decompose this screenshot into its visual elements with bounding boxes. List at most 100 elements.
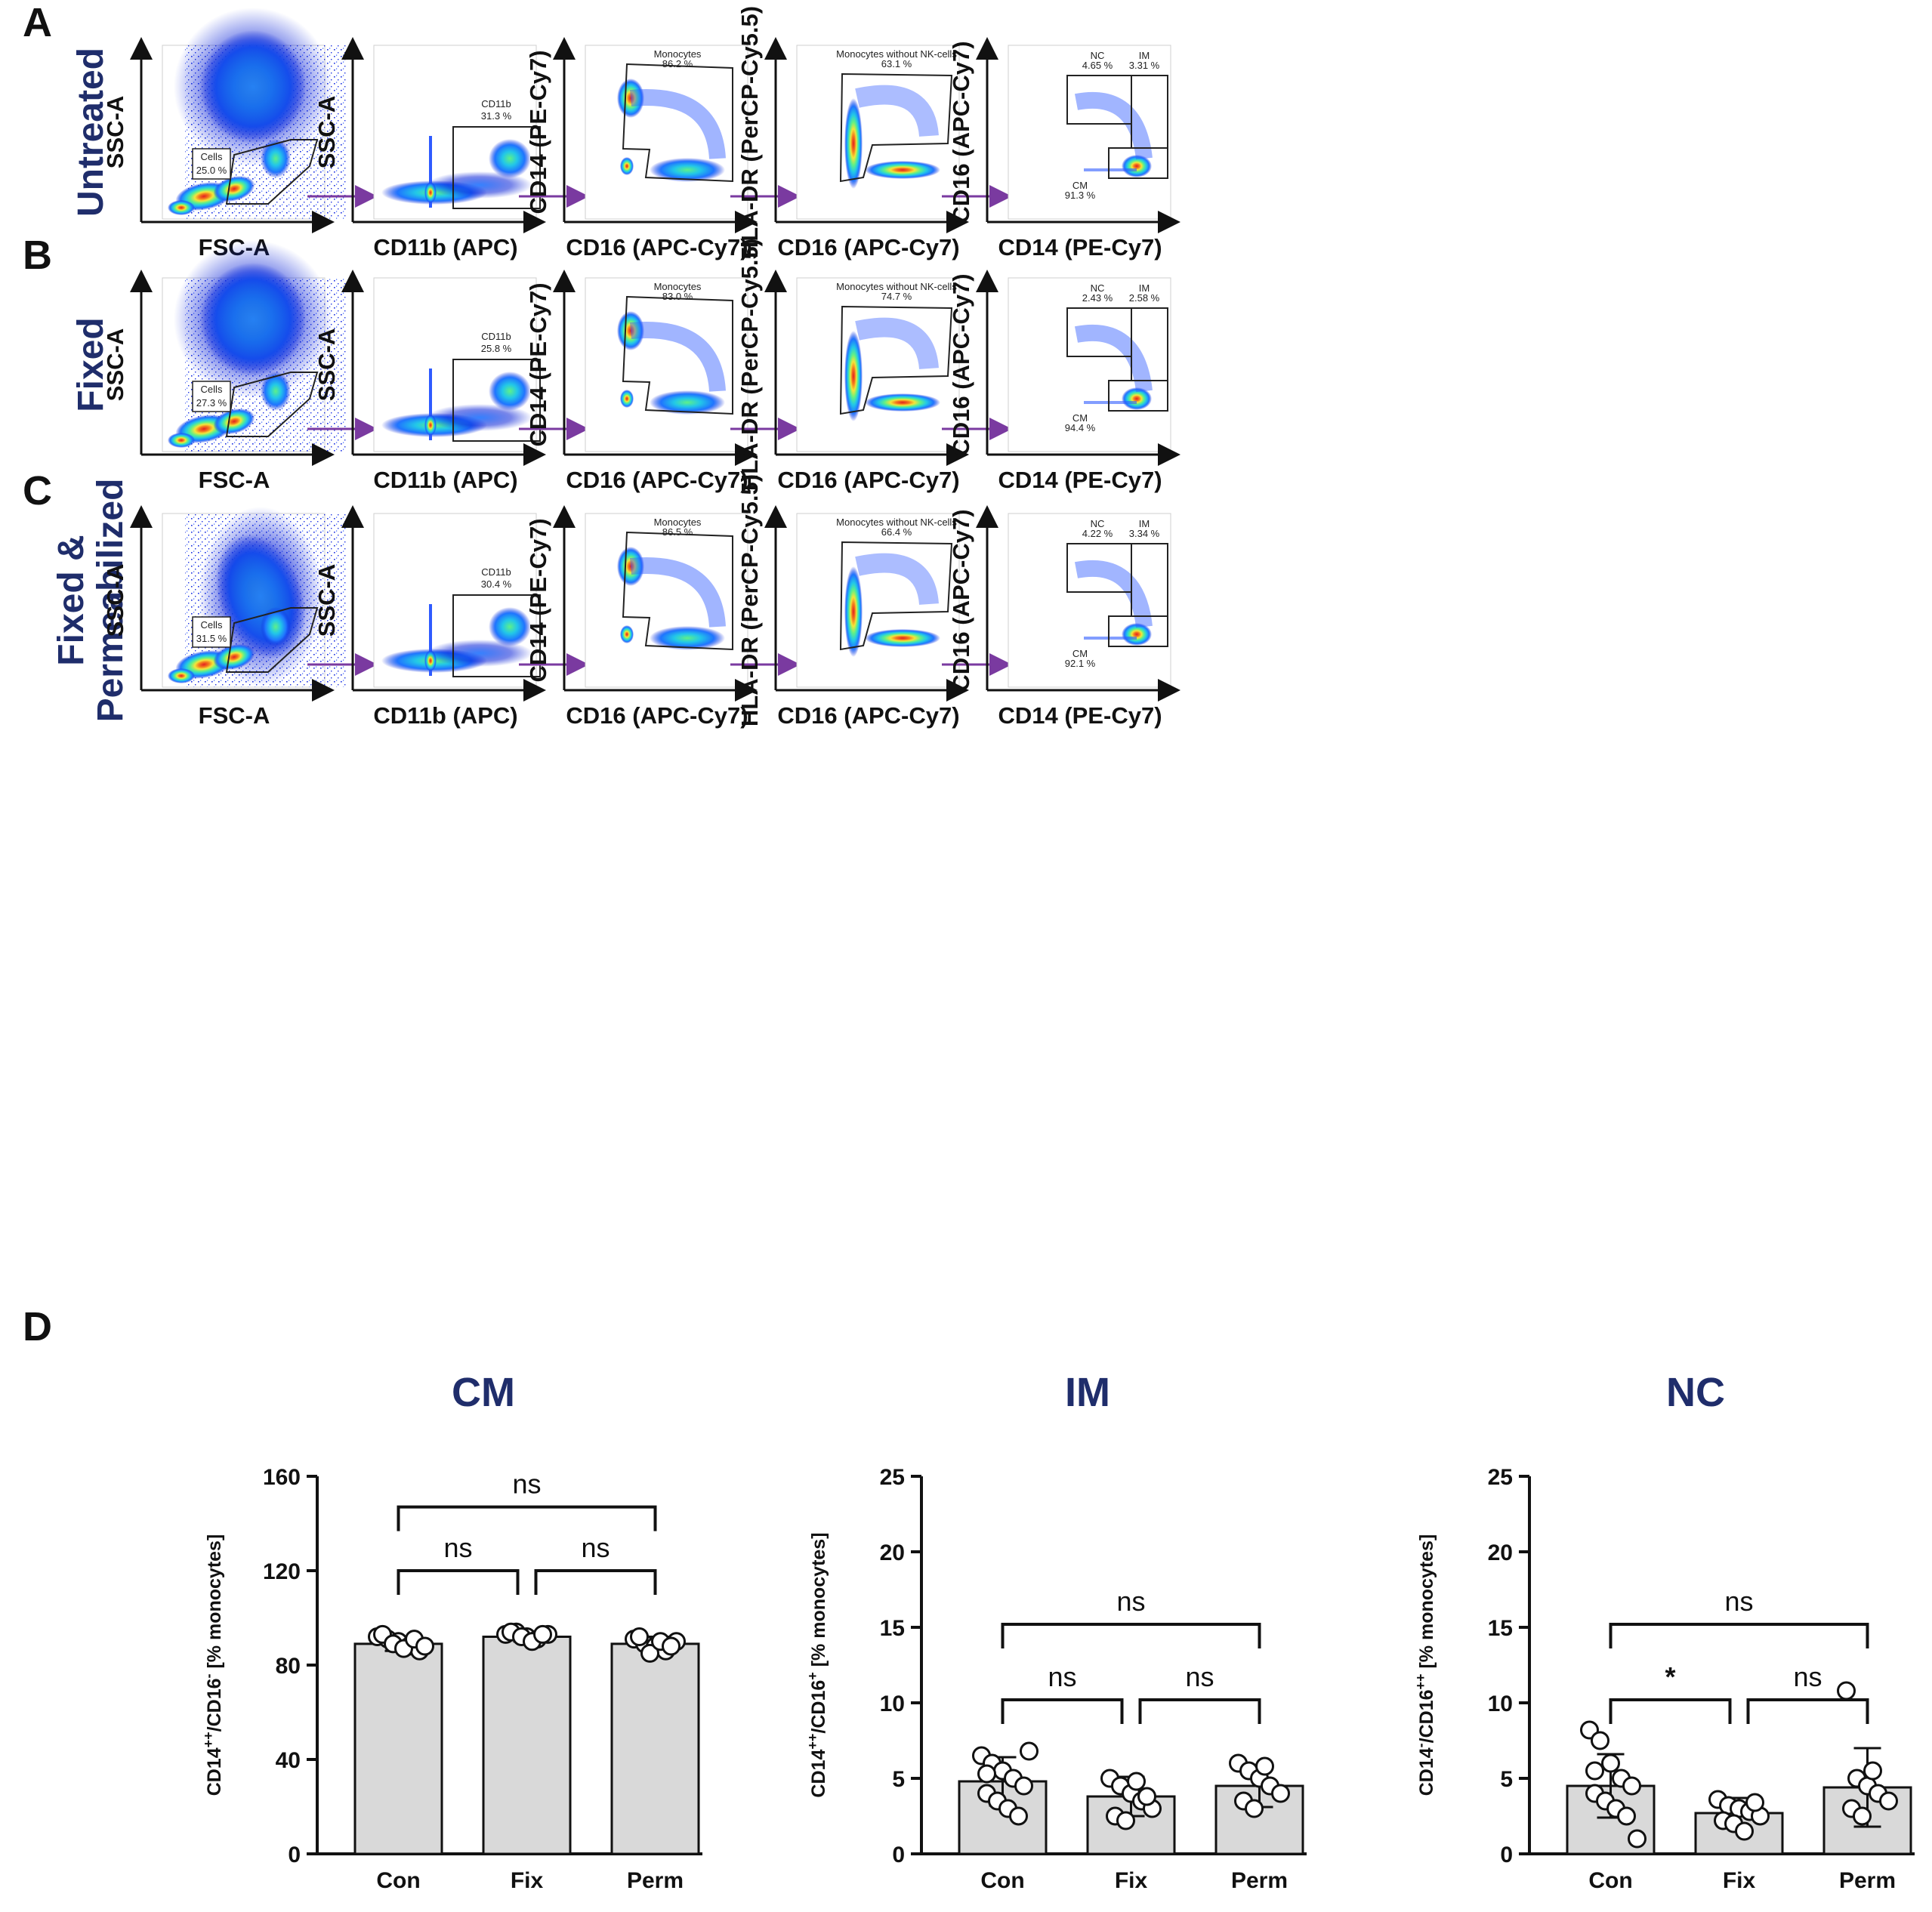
y-axis-label-part: - — [201, 1673, 216, 1678]
im-gate-label: IM — [1139, 282, 1150, 294]
category-label: Con — [980, 1868, 1024, 1893]
y-axis-label: SSC-A — [313, 96, 340, 168]
bar-chart-IM: IM 0 5 10 15 20 25 CD14++/CD16+ [% monocytes] Co… — [805, 1370, 1307, 1893]
cm-gate-value: 91.3 % — [1065, 190, 1096, 201]
significance-label: ns — [1116, 1586, 1145, 1617]
x-axis-label: CD16 (APC-Cy7) — [777, 702, 959, 729]
vertical-streak — [429, 136, 432, 208]
y-tick-label: 25 — [1488, 1465, 1513, 1490]
cd11b-gate-label: CD11b — [481, 98, 511, 109]
density-halo — [174, 240, 332, 399]
nk-gate-value: 66.4 % — [881, 526, 912, 538]
vertical-streak — [429, 369, 432, 440]
transition-band — [1074, 560, 1153, 628]
cd11b-gate — [452, 594, 541, 677]
hla-dr-cluster — [844, 331, 863, 421]
y-axis-label: CD14-/CD16++ [% monocytes] — [1413, 1534, 1437, 1796]
cd16-cluster — [650, 158, 725, 182]
panel-letter: D — [23, 1304, 52, 1349]
x-axis-label: CD14 (PE-Cy7) — [998, 702, 1162, 729]
double-neg-cluster — [620, 390, 634, 408]
monocyte-cluster — [213, 408, 255, 435]
y-axis-label: CD16 (APC-Cy7) — [948, 509, 974, 691]
data-point — [1020, 1741, 1039, 1761]
flow-plot: Cells 31.5 % FSC-A SSC-A — [102, 505, 378, 729]
cd16-cluster — [865, 393, 940, 412]
x-axis-label: CD14 (PE-Cy7) — [998, 234, 1162, 261]
category-label: Con — [1588, 1868, 1632, 1893]
monocytes-gate-label: Monocytes — [654, 517, 702, 528]
chart-title: CM — [452, 1370, 515, 1415]
y-axis-label: CD14 (PE-Cy7) — [525, 50, 551, 214]
category-label: Perm — [1839, 1868, 1896, 1893]
y-axis-label: HLA-DR (PerCP-Cy5.5) — [736, 239, 763, 491]
cells-gate — [225, 607, 319, 673]
debris-cluster — [261, 607, 291, 646]
cd11b-gate-value: 25.8 % — [481, 343, 512, 354]
significance-label: ns — [1724, 1586, 1753, 1617]
x-axis-label: FSC-A — [199, 467, 270, 493]
cells-gate-label: Cells — [201, 619, 223, 631]
y-axis-label: CD14++/CD16- [% monocytes] — [201, 1534, 225, 1796]
im-gate-label: IM — [1139, 518, 1150, 529]
significance-label: ns — [443, 1532, 472, 1563]
significance-bracket — [397, 1569, 520, 1595]
bar-Perm — [610, 1642, 700, 1855]
data-point — [1137, 1787, 1156, 1806]
monocytes-gate — [622, 531, 733, 651]
cm-gate-value: 92.1 % — [1065, 658, 1096, 669]
cells-gate-label-box — [192, 381, 231, 412]
category-label: Perm — [627, 1868, 684, 1893]
y-axis-label: HLA-DR (PerCP-Cy5.5) — [736, 474, 763, 726]
double-neg-cluster — [620, 157, 634, 175]
monocytes-gate-label: Monocytes — [654, 48, 702, 60]
im-gate-label: IM — [1139, 50, 1150, 61]
significance-bracket — [397, 1505, 657, 1531]
data-point — [1837, 1681, 1856, 1701]
density-halo — [427, 171, 532, 199]
nk-exclusion-gate — [839, 541, 953, 651]
y-axis-label-part: ++ — [201, 1732, 216, 1747]
transition-band — [630, 89, 726, 159]
panel-letter: B — [23, 233, 52, 278]
category-label: Con — [376, 1868, 420, 1893]
nk-gate-label: Monocytes without NK-cells — [836, 281, 957, 292]
significance-bracket — [1609, 1698, 1732, 1724]
y-axis-label: SSC-A — [313, 328, 340, 401]
data-point — [1622, 1776, 1641, 1796]
nk-gate-value: 74.7 % — [881, 291, 912, 302]
y-tick-label: 160 — [263, 1465, 301, 1490]
x-axis-label: CD16 (APC-Cy7) — [777, 467, 959, 493]
cm-gate — [1108, 615, 1168, 647]
cells-gate-label-box — [192, 148, 231, 180]
plot-frame — [585, 277, 748, 452]
lowfsc-cluster — [168, 668, 195, 683]
cd11b-gate — [452, 359, 541, 442]
data-point — [1009, 1806, 1028, 1826]
transition-band — [855, 317, 939, 370]
category-label: Perm — [1231, 1868, 1288, 1893]
cells-gate-label-box — [192, 616, 231, 648]
data-point — [1853, 1806, 1872, 1826]
y-tick-label: 20 — [880, 1540, 905, 1565]
y-axis-label: CD14 (PE-Cy7) — [525, 282, 551, 446]
y-tick-label: 20 — [1488, 1540, 1513, 1565]
y-axis-label: SSC-A — [313, 564, 340, 637]
y-axis-label: HLA-DR (PerCP-Cy5.5) — [736, 6, 763, 258]
y-axis-label-part: /CD16 — [808, 1680, 829, 1734]
nk-gate-label: Monocytes without NK-cells — [836, 48, 957, 60]
y-axis-label: CD16 (APC-Cy7) — [948, 273, 974, 455]
row-label: Fixed — [71, 317, 111, 412]
significance-bracket — [1001, 1623, 1261, 1648]
cells-gate-value: 31.5 % — [196, 633, 227, 644]
cd11b-gate-value: 31.3 % — [481, 110, 512, 122]
cd14-high-cluster — [617, 547, 644, 586]
cm-cluster — [1122, 387, 1152, 410]
